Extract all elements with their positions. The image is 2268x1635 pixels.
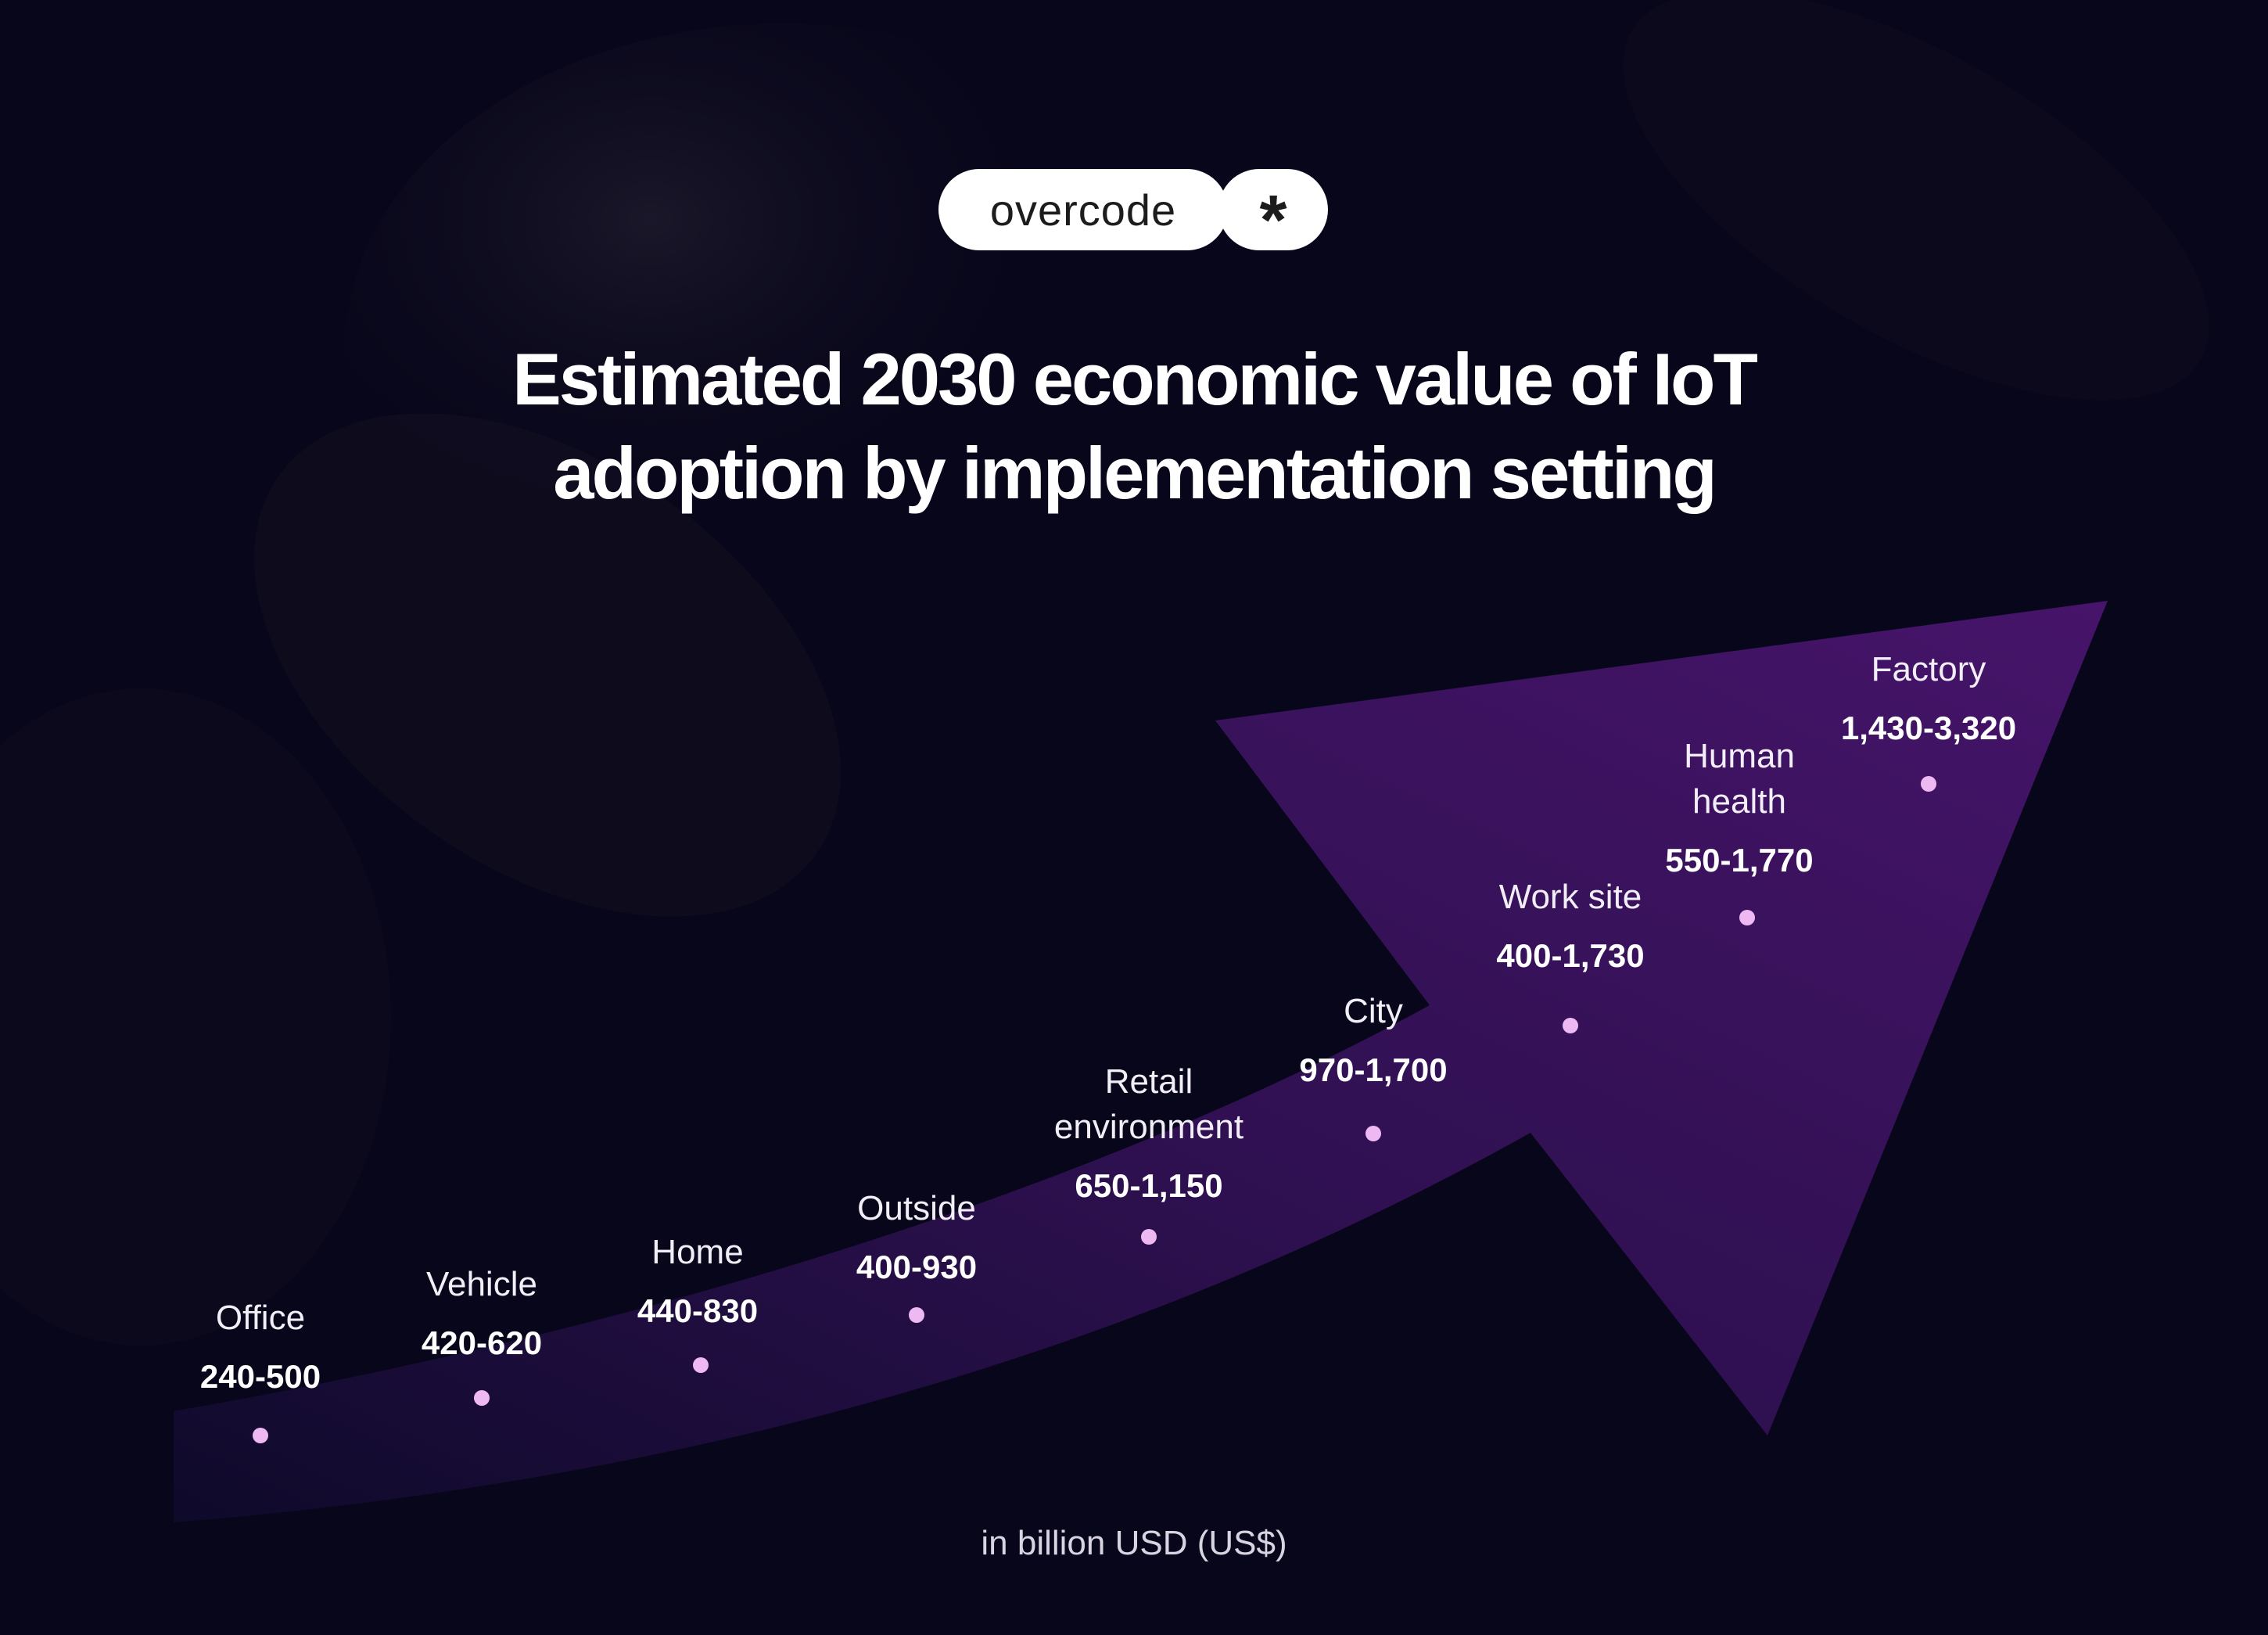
point-name-line-1: Retail bbox=[1104, 1062, 1193, 1101]
point-range: 420-620 bbox=[421, 1324, 543, 1361]
title-line-2: adoption by implementation setting bbox=[553, 432, 1717, 514]
point-name: City bbox=[1344, 992, 1403, 1030]
brand-name: overcode bbox=[938, 169, 1228, 250]
point-range: 650-1,150 bbox=[1075, 1167, 1223, 1204]
data-point-dot-factory bbox=[1921, 776, 1936, 792]
point-name: Home bbox=[651, 1233, 744, 1271]
point-name: Work site bbox=[1498, 878, 1642, 916]
data-point-dot-vehicle bbox=[474, 1390, 490, 1406]
data-point-work-site: Work site 400-1,730 bbox=[1496, 875, 1644, 975]
point-range: 400-930 bbox=[856, 1249, 978, 1285]
point-name-line-2: environment bbox=[1053, 1108, 1244, 1146]
data-point-outside: Outside 400-930 bbox=[856, 1186, 977, 1286]
point-range: 400-1,730 bbox=[1496, 937, 1645, 974]
data-point-dot-work-site bbox=[1563, 1018, 1578, 1033]
point-range: 440-830 bbox=[637, 1292, 759, 1329]
point-name: Office bbox=[215, 1299, 306, 1337]
point-range: 1,430-3,320 bbox=[1840, 710, 2017, 746]
data-point-vehicle: Vehicle 420-620 bbox=[422, 1262, 542, 1362]
unit-note: in billion USD (US$) bbox=[981, 1524, 1287, 1562]
brand-logo: overcode * bbox=[938, 169, 1328, 256]
data-point-factory: Factory 1,430-3,320 bbox=[1841, 647, 2016, 747]
point-range: 240-500 bbox=[199, 1358, 321, 1395]
data-point-home: Home 440-830 bbox=[637, 1230, 758, 1330]
data-point-retail-environment: Retail environment 650-1,150 bbox=[1054, 1059, 1243, 1205]
data-point-human-health: Human health 550-1,770 bbox=[1665, 734, 1813, 879]
data-point-dot-office bbox=[253, 1428, 268, 1443]
arrow-shape bbox=[174, 601, 2108, 1522]
data-point-dot-human-health bbox=[1739, 910, 1755, 925]
page-title: Estimated 2030 economic value of IoT ado… bbox=[0, 332, 2268, 520]
data-point-city: City 970-1,700 bbox=[1299, 989, 1447, 1089]
point-name: Outside bbox=[857, 1189, 976, 1227]
point-name-line-2: health bbox=[1692, 782, 1786, 821]
point-name-line-1: Human bbox=[1684, 737, 1795, 775]
point-range: 550-1,770 bbox=[1665, 842, 1814, 879]
point-name: Vehicle bbox=[426, 1265, 537, 1303]
asterisk-icon: * bbox=[1218, 169, 1328, 256]
data-point-dot-outside bbox=[909, 1307, 924, 1323]
data-point-dot-city bbox=[1365, 1126, 1381, 1141]
title-line-1: Estimated 2030 economic value of IoT bbox=[512, 338, 1758, 420]
data-point-dot-retail bbox=[1141, 1229, 1157, 1245]
data-point-dot-home bbox=[693, 1357, 709, 1373]
point-name: Factory bbox=[1871, 650, 1986, 688]
data-point-office: Office 240-500 bbox=[200, 1295, 321, 1396]
point-range: 970-1,700 bbox=[1299, 1051, 1448, 1088]
